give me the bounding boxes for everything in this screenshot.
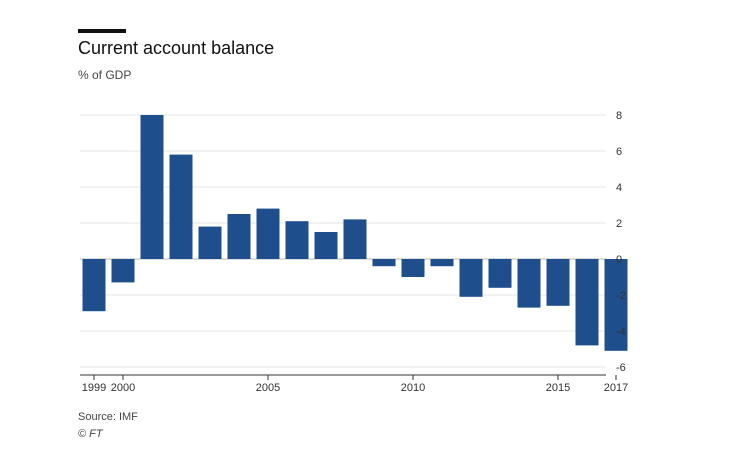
x-tick-label: 2005 (256, 382, 280, 394)
bar-2016 (575, 259, 599, 346)
x-tick-label: 1999 (82, 382, 106, 394)
x-tick-label: 2010 (401, 382, 425, 394)
credit-note: © FT (78, 428, 103, 440)
bar-1999 (82, 259, 106, 312)
source-note: Source: IMF (78, 411, 138, 423)
y-tick-label: -2 (616, 290, 626, 302)
x-tick-label: 2000 (111, 382, 135, 394)
bar-2006 (285, 221, 309, 259)
bar-2001 (140, 115, 164, 259)
bar-2013 (488, 259, 512, 288)
y-tick-label: 0 (616, 254, 622, 266)
y-tick-label: 2 (616, 218, 622, 230)
x-tick-label: 2017 (604, 382, 628, 394)
bar-2000 (111, 259, 135, 283)
y-tick-label: 4 (616, 182, 622, 194)
x-tick-label: 2015 (546, 382, 570, 394)
bar-2009 (372, 259, 396, 267)
bar-2005 (256, 208, 280, 259)
bar-2008 (343, 219, 367, 259)
bar-2004 (227, 214, 251, 259)
bar-2012 (459, 259, 483, 297)
y-tick-label: 6 (616, 146, 622, 158)
chart-subtitle: % of GDP (78, 68, 132, 82)
chart-title: Current account balance (78, 38, 275, 58)
bar-2002 (169, 154, 193, 259)
y-tick-label: 8 (616, 110, 622, 122)
bar-2011 (430, 259, 454, 267)
y-tick-label: -6 (616, 362, 626, 374)
bar-series (82, 115, 628, 351)
title-accent-rule (78, 29, 126, 33)
bar-2007 (314, 232, 338, 259)
y-tick-label: -4 (616, 326, 626, 338)
axes: 8 6 4 2 0 -2 -4 -6 1999 2000 2005 2010 2015 2017 (80, 110, 628, 394)
bar-2017 (604, 259, 628, 351)
bar-2015 (546, 259, 570, 306)
bar-2003 (198, 226, 222, 259)
bar-2014 (517, 259, 541, 308)
bar-2010 (401, 259, 425, 277)
